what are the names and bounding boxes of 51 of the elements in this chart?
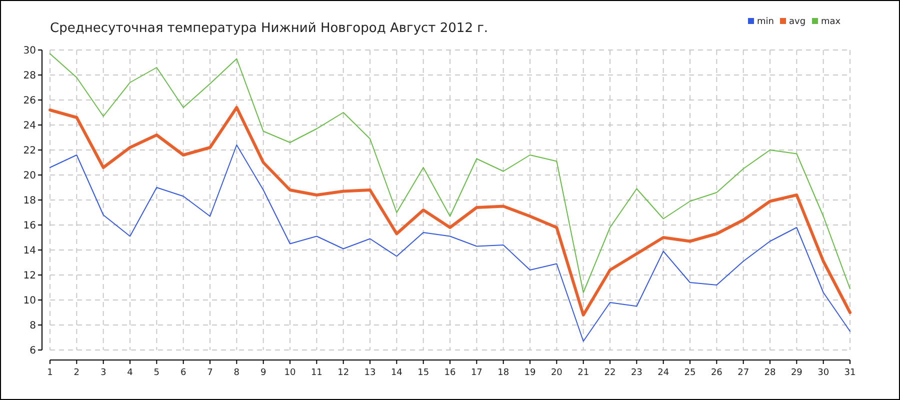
x-tick-label: 12: [338, 368, 350, 378]
x-tick-label: 18: [498, 368, 510, 378]
x-tick-label: 31: [844, 368, 856, 378]
x-tick-label: 1: [47, 368, 53, 378]
x-tick-label: 17: [470, 368, 482, 378]
x-tick-label: 11: [310, 368, 322, 378]
y-tick-label: 16: [23, 220, 36, 232]
x-tick-label: 13: [364, 368, 376, 378]
x-tick-label: 28: [764, 368, 776, 378]
x-tick-label: 25: [684, 368, 696, 378]
line-series: [50, 53, 850, 293]
line-series: [50, 144, 850, 342]
y-tick-label: 22: [23, 146, 36, 156]
x-tick-label: 5: [154, 368, 160, 378]
x-tick-label: 24: [658, 368, 670, 378]
x-tick-label: 16: [444, 368, 456, 378]
y-tick-label: 20: [23, 170, 36, 182]
y-tick-label: 28: [23, 70, 36, 82]
x-tick-label: 29: [790, 368, 803, 378]
x-tick-label: 22: [604, 368, 616, 378]
x-tick-label: 21: [578, 368, 590, 378]
line-series: [48, 106, 852, 316]
y-tick-label: 10: [23, 296, 36, 306]
x-tick-label: 30: [818, 368, 830, 378]
x-tick-label: 23: [630, 368, 642, 378]
x-tick-label: 10: [284, 368, 296, 378]
x-tick-label: 6: [180, 368, 186, 378]
legend-label: min: [757, 17, 774, 27]
y-tick-label: 6: [30, 346, 36, 356]
x-tick-label: 15: [418, 368, 430, 378]
x-tick-label: 4: [127, 368, 134, 378]
chart-title: Среднесуточная температура Нижний Новгород Август 2012 г.: [50, 21, 488, 36]
x-tick-label: 26: [710, 368, 723, 378]
y-tick-label: 18: [23, 196, 36, 206]
y-tick-label: 30: [23, 46, 36, 56]
legend-label: max: [821, 17, 842, 27]
x-tick-label: 19: [524, 368, 536, 378]
x-tick-label: 14: [390, 368, 403, 378]
y-tick-label: 12: [23, 270, 36, 282]
x-tick-label: 20: [550, 368, 563, 378]
x-tick-label: 27: [738, 368, 750, 378]
y-tick-label: 24: [23, 120, 36, 132]
legend-label: avg: [789, 17, 806, 27]
x-tick-label: 9: [260, 368, 266, 378]
y-tick-label: 26: [23, 96, 36, 106]
x-tick-label: 8: [234, 368, 240, 378]
x-tick-label: 7: [207, 368, 213, 378]
y-tick-label: 8: [30, 320, 36, 332]
x-tick-label: 2: [74, 368, 80, 378]
x-tick-label: 3: [100, 368, 106, 378]
y-tick-label: 14: [23, 246, 36, 256]
